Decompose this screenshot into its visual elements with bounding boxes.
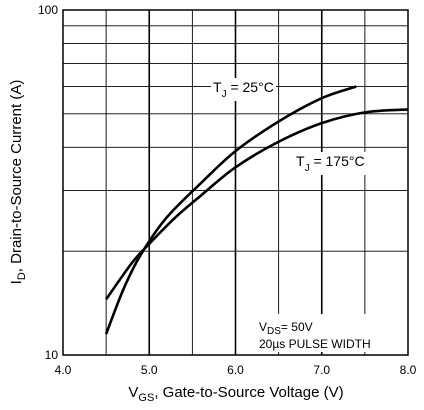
x-tick-label: 8.0 (400, 363, 417, 377)
series-label-background (294, 152, 367, 175)
series-label-tj-25: TJ = 25°C (213, 79, 274, 100)
series-label-background (211, 78, 276, 101)
pulse-width-annotation: 20µs PULSE WIDTH (259, 337, 371, 351)
y-tick-label: 10 (45, 348, 59, 362)
y-tick-label: 100 (38, 3, 58, 17)
series-line-tj-25 (104, 85, 357, 335)
x-tick-label: 4.0 (55, 363, 72, 377)
y-axis-label: ID, Drain-to-Source Current (A) (8, 80, 28, 285)
series-line-tj-175 (105, 108, 409, 301)
vds-annotation: VDS= 50V (259, 320, 313, 337)
x-tick-label: 7.0 (313, 363, 330, 377)
chart-grid (63, 10, 408, 355)
series-label-tj-175: TJ = 175°C (296, 153, 365, 174)
annotation-box (254, 314, 394, 352)
series-group (104, 85, 409, 335)
tick-labels: 4.0 5.0 6.0 7.0 8.0 10 100 (38, 3, 417, 377)
x-tick-label: 5.0 (141, 363, 158, 377)
x-tick-label: 6.0 (227, 363, 244, 377)
x-axis-label: VGS, Gate-to-Source Voltage (V) (128, 384, 343, 404)
plot-frame (62, 9, 409, 356)
